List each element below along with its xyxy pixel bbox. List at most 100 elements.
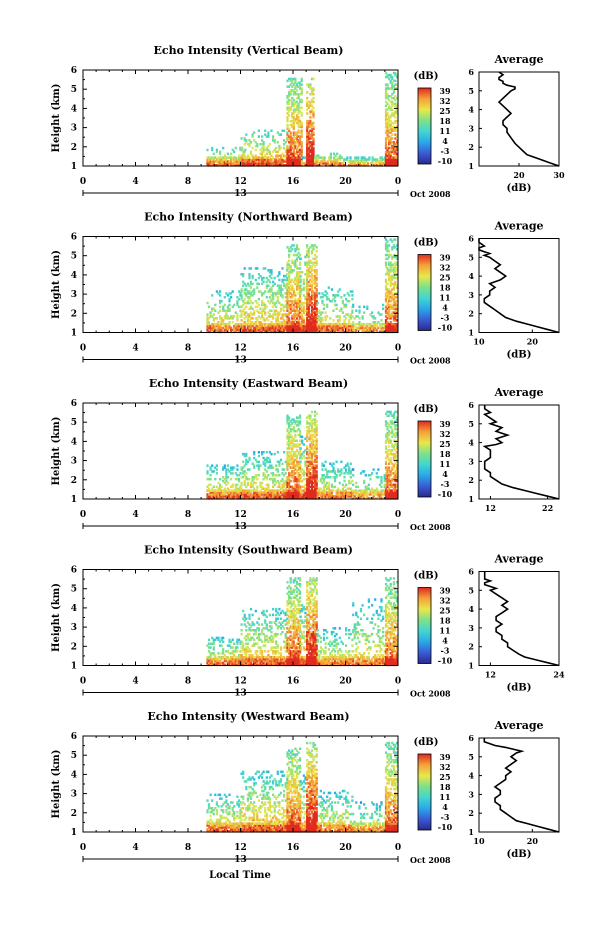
heatmap-cell xyxy=(388,73,391,77)
heatmap-cell xyxy=(297,292,300,295)
heatmap-cell xyxy=(394,292,397,295)
heatmap-cell xyxy=(310,146,314,150)
heatmap-cell xyxy=(294,322,297,326)
heatmap-cell xyxy=(278,311,281,314)
heatmap-cell xyxy=(310,462,314,465)
heatmap-cell xyxy=(392,263,395,266)
heatmap-cell xyxy=(288,141,291,144)
heatmap-cell xyxy=(262,146,265,150)
heatmap-cell xyxy=(281,477,284,481)
heatmap-cell xyxy=(314,311,317,314)
heatmap-cell xyxy=(262,491,265,494)
heatmap-cell xyxy=(395,154,399,157)
heatmap-cell xyxy=(215,148,218,152)
heatmap-cell xyxy=(295,100,299,104)
heatmap-cell xyxy=(386,114,389,117)
heatmap-cell xyxy=(353,489,356,492)
heatmap-cell xyxy=(386,433,389,437)
heatmap-cell xyxy=(286,133,289,136)
heatmap-cell xyxy=(223,489,226,492)
heatmap-cell xyxy=(264,324,267,328)
heatmap-cell xyxy=(348,468,351,471)
heatmap-cell xyxy=(378,324,381,328)
heatmap-cell xyxy=(297,299,300,303)
heatmap-cell xyxy=(386,497,389,500)
heatmap-cell xyxy=(292,299,295,303)
heatmap-cell xyxy=(288,158,291,161)
heatmap-cell xyxy=(339,156,342,159)
heatmap-cell xyxy=(391,129,394,132)
heatmap-cell xyxy=(281,491,284,494)
heatmap-cell xyxy=(286,326,289,330)
heatmap-cell xyxy=(265,460,268,464)
heatmap-cell xyxy=(384,487,388,490)
heatmap-cell xyxy=(294,160,297,163)
heatmap-cell xyxy=(243,267,246,270)
heatmap-cell xyxy=(249,330,253,334)
heatmap-cell xyxy=(332,297,335,301)
heatmap-cell xyxy=(351,164,354,167)
heatmap-cell xyxy=(391,282,394,286)
heatmap-cell xyxy=(340,491,343,494)
heatmap-cell xyxy=(292,491,295,494)
heatmap-cell xyxy=(276,154,279,157)
heatmap-cell xyxy=(345,313,348,316)
date-label: Oct 2008 xyxy=(410,522,451,532)
heatmap-cell xyxy=(307,470,310,473)
heatmap-cell xyxy=(243,483,246,487)
heatmap-cell xyxy=(286,144,289,148)
heatmap-cell xyxy=(240,294,243,297)
heatmap-cell xyxy=(248,292,251,295)
colorbar-tick-label: 25 xyxy=(439,273,450,283)
heatmap-cell xyxy=(392,143,395,146)
heatmap-cell xyxy=(306,297,309,301)
heatmap-cell xyxy=(220,485,223,489)
heatmap-cell xyxy=(321,322,324,326)
heatmap-cell xyxy=(288,137,291,140)
heatmap-cell xyxy=(304,263,307,266)
heatmap-cell xyxy=(289,152,292,156)
heatmap-cell xyxy=(395,464,399,467)
heatmap-cell xyxy=(297,164,300,167)
heatmap-cell xyxy=(306,452,309,456)
heatmap-cell xyxy=(299,324,302,328)
heatmap-cell xyxy=(392,244,395,247)
heatmap-cell xyxy=(388,152,391,156)
heatmap-cell xyxy=(394,112,397,115)
heatmap-cell xyxy=(309,104,312,108)
heatmap-cell xyxy=(209,158,212,161)
heatmap-cell xyxy=(375,497,378,500)
heatmap-cell xyxy=(309,416,312,419)
heatmap-cell xyxy=(289,420,292,423)
heatmap-cell xyxy=(295,114,299,117)
heatmap-cell xyxy=(315,284,318,287)
heatmap-cell xyxy=(366,330,369,334)
heatmap-cell xyxy=(278,273,281,276)
heatmap-cell xyxy=(233,315,236,318)
heatmap-cell xyxy=(211,164,214,167)
heatmap-cell xyxy=(212,489,215,492)
heatmap-cell xyxy=(288,426,291,429)
heatmap-cell xyxy=(228,324,231,328)
heatmap-cell xyxy=(337,294,340,297)
heatmap-cell xyxy=(386,271,389,274)
heatmap-cell xyxy=(299,123,302,127)
heatmap-cell xyxy=(377,495,380,498)
heatmap-cell xyxy=(284,322,287,326)
heatmap-cell xyxy=(389,497,392,500)
heatmap-cell xyxy=(270,271,273,274)
heatmap-cell xyxy=(300,152,303,156)
heatmap-cell xyxy=(206,156,209,159)
heatmap-cell xyxy=(394,489,397,492)
heatmap-cell xyxy=(294,81,297,84)
heatmap-cell xyxy=(289,493,292,496)
heatmap-cell xyxy=(299,456,302,460)
heatmap-cell xyxy=(315,433,318,437)
heatmap-cell xyxy=(294,464,297,467)
heatmap-cell xyxy=(391,162,394,165)
heatmap-cell xyxy=(240,297,243,301)
heatmap-cell xyxy=(307,249,310,253)
heatmap-cell xyxy=(288,276,291,280)
heatmap-cell xyxy=(251,489,254,492)
heatmap-cell xyxy=(262,474,265,477)
